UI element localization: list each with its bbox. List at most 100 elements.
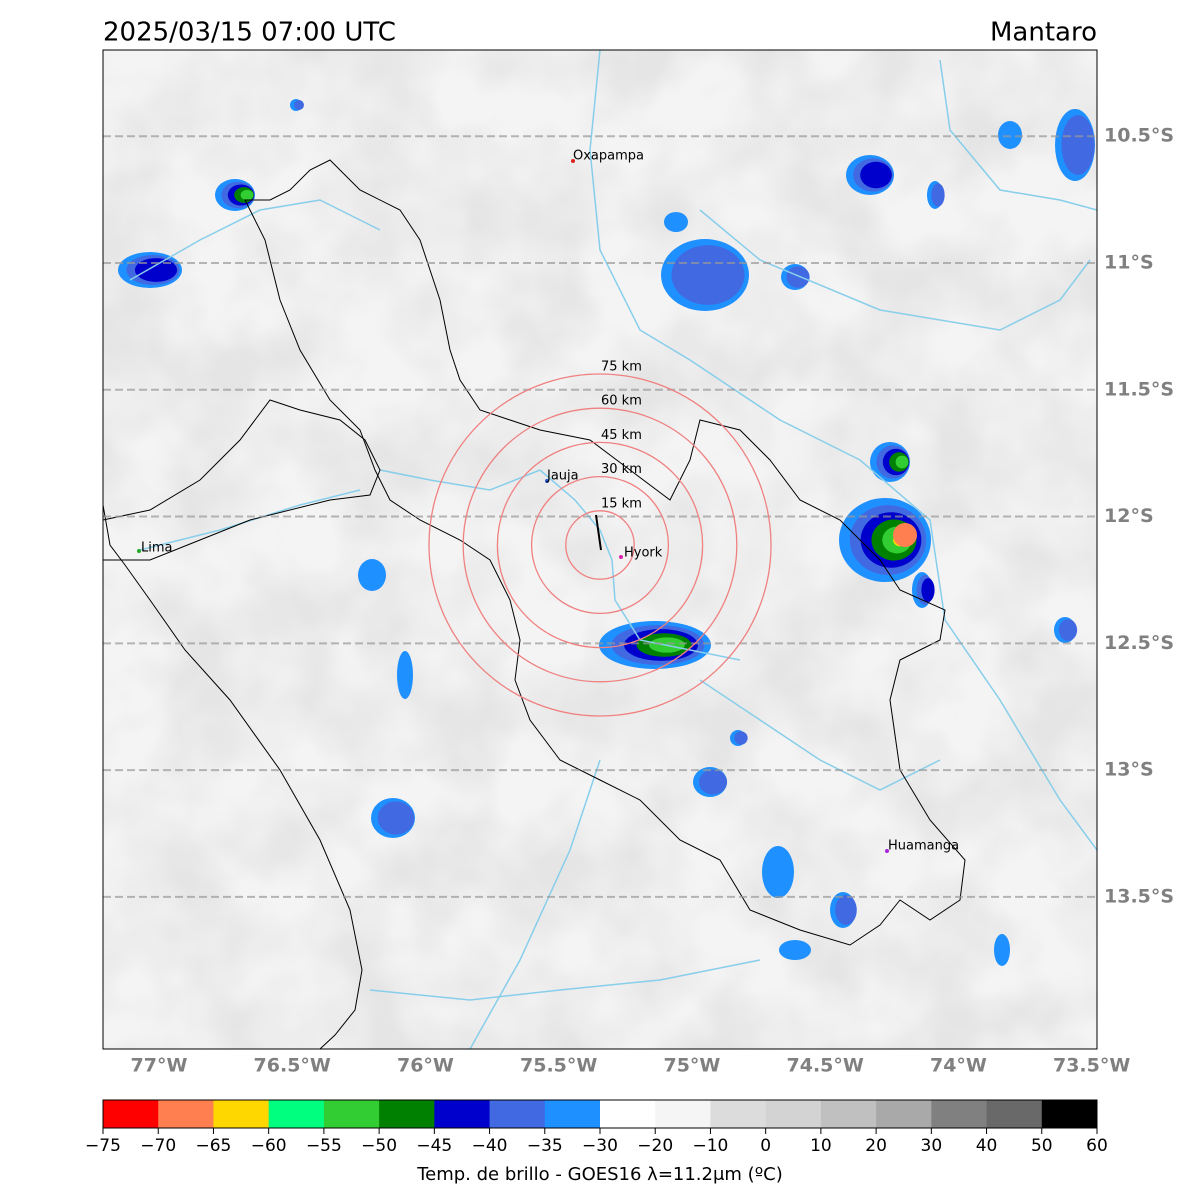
- lat-tick-label: 13°S: [1104, 759, 1154, 781]
- colorbar-tick-label: −20: [637, 1136, 673, 1156]
- colorbar-tick-label: −10: [692, 1136, 728, 1156]
- lon-tick-label: 74°W: [930, 1055, 987, 1077]
- region-name: Mantaro: [990, 18, 1097, 48]
- cloud-cell: [779, 940, 811, 960]
- colorbar-swatch: [489, 1100, 546, 1128]
- colorbar-tick-label: 40: [976, 1136, 998, 1156]
- cities: Oxapampa Jauja Hyork Lima Huamanga: [137, 149, 959, 854]
- colorbar-swatch: [600, 1100, 656, 1128]
- lon-tick-label: 73.5°W: [1053, 1055, 1130, 1077]
- colorbar-tick-label: −30: [582, 1136, 618, 1156]
- colorbar-tick-label: 50: [1031, 1136, 1053, 1156]
- convective-cells: [118, 99, 1095, 966]
- radar-beam: [595, 514, 602, 551]
- colorbar-tick-label: −75: [85, 1136, 121, 1156]
- range-ring: [530, 475, 670, 615]
- colorbar-label: Temp. de brillo - GOES16 λ=11.2μm (ºC): [416, 1164, 783, 1185]
- range-ring: [565, 510, 635, 580]
- range-ring: [462, 407, 738, 683]
- colorbar-swatch: [213, 1100, 270, 1128]
- range-ring-label: 15 km: [601, 496, 642, 511]
- colorbar-swatch: [323, 1100, 380, 1128]
- range-ring-label: 60 km: [601, 394, 642, 409]
- cloud-cell: [397, 651, 413, 699]
- cloud-cell: [762, 846, 794, 898]
- colorbar-swatch: [931, 1100, 988, 1128]
- colorbar-swatch: [268, 1100, 325, 1128]
- city-marker: [137, 549, 141, 553]
- river: [469, 759, 601, 1049]
- colorbar-swatch: [710, 1100, 767, 1128]
- city-marker: [885, 849, 889, 853]
- colorbar-tick-label: −50: [361, 1136, 397, 1156]
- cloud-cell: [698, 769, 728, 795]
- colorbar-tick-label: −40: [472, 1136, 508, 1156]
- colorbar-swatch: [1041, 1100, 1098, 1128]
- cloud-cell: [664, 212, 688, 232]
- colorbar-tick-label: −70: [140, 1136, 176, 1156]
- cloud-cell: [921, 578, 935, 602]
- city-marker: [619, 555, 623, 559]
- cloud-cell: [377, 801, 415, 835]
- lon-tick-label: 74.5°W: [787, 1055, 864, 1077]
- coastline: [103, 504, 363, 1049]
- city-label: Hyork: [624, 546, 663, 561]
- colorbar: −75 −70 −65 −60 −55 −50 −45 −40 −35 −30 −20 −10 0 10 2…: [85, 1099, 1108, 1156]
- range-ring: [496, 441, 704, 649]
- cloud-cell: [835, 895, 857, 925]
- lat-tick-label: 11°S: [1104, 251, 1154, 273]
- river: [129, 199, 381, 281]
- colorbar-swatch: [544, 1100, 601, 1128]
- title: 2025/03/15 07:00 UTC: [103, 18, 396, 48]
- lat-tick-label: 13.5°S: [1104, 885, 1174, 907]
- colorbar-tick-label: −60: [251, 1136, 287, 1156]
- colorbar-tick-label: 10: [810, 1136, 832, 1156]
- colorbar-swatch: [103, 1100, 159, 1128]
- colorbar-tick-label: −35: [527, 1136, 563, 1156]
- river: [379, 469, 541, 491]
- grid: [103, 135, 1097, 898]
- range-ring: [428, 373, 772, 717]
- colorbar-swatch: [434, 1100, 491, 1128]
- lat-tick-label: 10.5°S: [1104, 125, 1174, 147]
- lon-tick-label: 75.5°W: [520, 1055, 597, 1077]
- river: [369, 959, 761, 1001]
- map-frame: [102, 49, 1098, 1050]
- cloud-cell: [786, 266, 810, 288]
- river: [939, 59, 1097, 211]
- cloud-cell: [734, 731, 748, 745]
- range-rings: 15 km 30 km 45 km 60 km 75 km: [428, 359, 772, 717]
- cloud-cell: [671, 245, 745, 305]
- cloud-cell: [994, 934, 1010, 966]
- cloud-cell: [1061, 115, 1095, 175]
- river: [699, 679, 941, 791]
- lat-tick-label: 11.5°S: [1104, 378, 1174, 400]
- city-label: Lima: [141, 541, 172, 556]
- city-label: Oxapampa: [573, 149, 644, 164]
- colorbar-swatch: [158, 1100, 214, 1128]
- city-marker: [571, 159, 575, 163]
- lon-tick-label: 77°W: [131, 1055, 188, 1077]
- cloud-cell: [358, 559, 386, 591]
- lat-tick-label: 12°S: [1104, 505, 1154, 527]
- range-ring-label: 75 km: [601, 359, 642, 374]
- city-label: Jauja: [546, 469, 579, 484]
- lon-tick-label: 75°W: [663, 1055, 720, 1077]
- colorbar-swatch: [876, 1100, 932, 1128]
- lat-tick-label: 12.5°S: [1104, 632, 1174, 654]
- map: 15 km 30 km 45 km 60 km 75 km Oxapampa Jauja…: [103, 50, 1097, 1049]
- cloud-cell: [134, 258, 178, 282]
- rivers: [129, 50, 1097, 1049]
- colorbar-tick-label: 20: [865, 1136, 887, 1156]
- range-ring-label: 45 km: [601, 428, 642, 443]
- colorbar-swatch: [655, 1100, 711, 1128]
- lon-tick-label: 76°W: [397, 1055, 454, 1077]
- cloud-cell: [998, 121, 1022, 149]
- boundaries: [103, 159, 966, 1049]
- axes: 10.5°S 11°S 11.5°S 12°S 12.5°S 13°S 13.5°S 77°W…: [131, 125, 1175, 1077]
- colorbar-swatch: [986, 1100, 1043, 1128]
- river: [539, 469, 741, 661]
- city-marker: [545, 479, 549, 483]
- colorbar-tick-label: 30: [921, 1136, 943, 1156]
